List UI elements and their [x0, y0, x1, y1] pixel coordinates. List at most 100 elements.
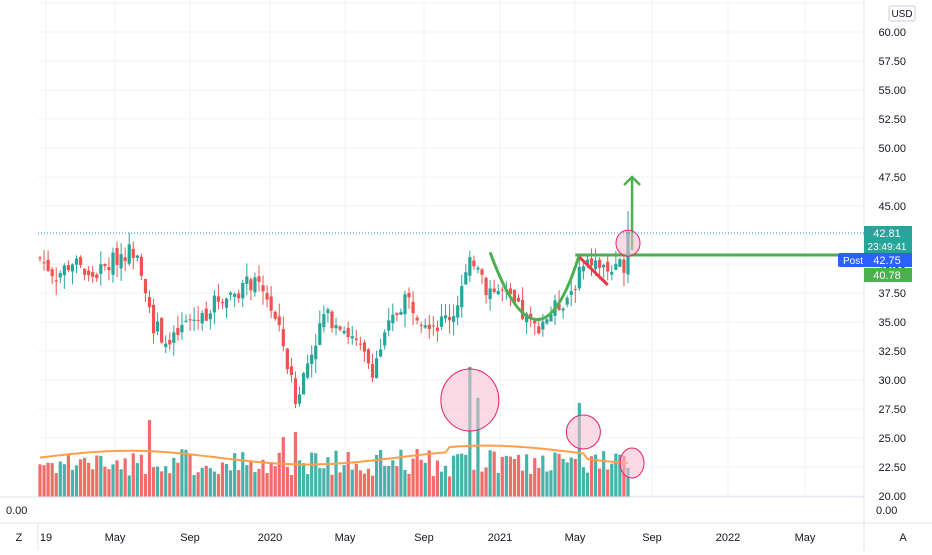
volume-bar [358, 470, 362, 497]
candle-body [391, 314, 395, 324]
highlight-ellipse[interactable] [440, 368, 500, 432]
volume-bar [362, 473, 367, 497]
volume-bar [249, 460, 253, 497]
volume-bar [581, 467, 585, 497]
time-tick-label: 19 [40, 532, 52, 544]
handle-trendline[interactable] [578, 255, 609, 286]
auto-scale-button[interactable]: A [899, 532, 907, 544]
currency-badge[interactable]: USD [888, 5, 916, 22]
volume-bar [111, 464, 115, 497]
volume-bar [107, 469, 111, 497]
volume-bar [391, 460, 395, 497]
time-axis[interactable]: 19 May Sep 2020 May Sep 2021 May Sep 2022 May [40, 532, 816, 544]
volume-bar [83, 457, 87, 497]
volume-bar [119, 469, 123, 497]
volume-bar [127, 475, 131, 497]
candle-body [188, 319, 192, 321]
volume-bar [200, 467, 204, 497]
volume-bar [350, 469, 354, 497]
volume-bar [516, 454, 521, 497]
candle-body [277, 316, 281, 326]
candle-body [565, 297, 569, 305]
price-tick-label: 52.50 [878, 114, 906, 126]
candle-body [160, 318, 164, 343]
candle-body [415, 317, 419, 321]
volume-bar [423, 462, 427, 497]
candle-body [70, 264, 75, 272]
candle-body [358, 343, 362, 345]
volume-bar [411, 458, 415, 497]
volume-bar [277, 452, 281, 497]
candle-body [529, 313, 533, 318]
candle-body [622, 259, 626, 273]
volume-bar [403, 469, 407, 497]
volume-bar [228, 470, 233, 497]
candle-body [50, 269, 54, 277]
highlight-ellipse[interactable] [619, 447, 645, 479]
volume-bar [285, 466, 289, 497]
volume-bar [541, 455, 545, 497]
candle-body [196, 319, 200, 321]
volume-bar [374, 454, 379, 497]
time-tick-label: May [105, 532, 126, 544]
volume-bar [484, 467, 488, 497]
volume-bar [139, 454, 143, 497]
cup-pattern-curve[interactable] [488, 251, 581, 321]
candle-body [83, 268, 87, 275]
time-tick-label: Sep [414, 532, 434, 544]
candle-body [249, 279, 253, 291]
candle-body [180, 324, 184, 333]
candle-body [508, 288, 512, 295]
highlight-ellipse[interactable] [615, 229, 641, 257]
volume-bar [443, 465, 448, 497]
volume-bar [50, 463, 54, 497]
volume-bar [208, 468, 212, 497]
candle-body [342, 330, 346, 334]
zoom-button[interactable]: Z [16, 532, 23, 544]
volume-bar [322, 468, 326, 497]
level-value: 40.78 [873, 270, 901, 282]
volume-bar [407, 473, 411, 497]
volume-bar [545, 471, 549, 497]
volume-bar [58, 461, 62, 497]
candle-body [87, 270, 91, 276]
candle-body [366, 349, 371, 364]
candle-body [346, 328, 350, 338]
volume-bar [561, 458, 565, 497]
volume-bar [525, 454, 529, 497]
volume-bar [366, 468, 371, 497]
candle-body [322, 314, 326, 328]
candle-body [484, 277, 488, 296]
candle-body [216, 296, 221, 302]
highlight-ellipse[interactable] [565, 414, 601, 450]
candle-body [253, 277, 257, 293]
volume-bar [74, 465, 79, 497]
volume-bar [387, 465, 391, 497]
candle-body [516, 297, 521, 302]
candle-body [220, 301, 225, 304]
candle-body [395, 313, 399, 316]
volume-bar [176, 462, 180, 497]
candle-body [387, 320, 391, 331]
volume-bar [334, 450, 338, 497]
volume-bar [123, 458, 127, 497]
volume-bar [622, 455, 626, 497]
candle-body [135, 255, 139, 258]
volume-bar [383, 465, 387, 497]
volume-bar [593, 454, 598, 497]
candle-body [237, 293, 241, 299]
volume-bar [212, 471, 216, 497]
candle-body [423, 325, 427, 328]
volume-scale-left: 0.00 [6, 505, 27, 517]
target-arrow-head[interactable] [623, 175, 641, 186]
candle-body [338, 326, 342, 330]
volume-bar [46, 462, 50, 497]
candle-body [224, 298, 229, 308]
candle-body [334, 325, 338, 329]
volume-bar [62, 464, 66, 497]
volume-bar [245, 465, 249, 497]
candle-body [512, 289, 517, 303]
volume-bar [147, 419, 152, 497]
